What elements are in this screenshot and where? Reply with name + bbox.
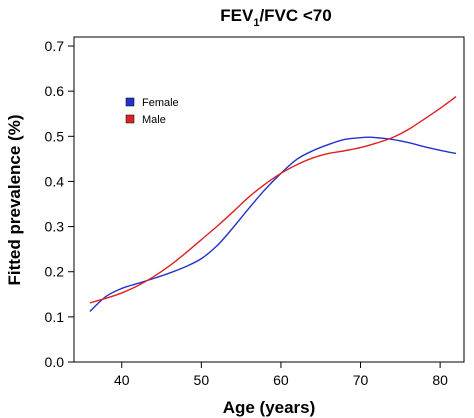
y-ticks: 0.0 0.1 0.2 0.3 0.4 0.5 0.6 0.7 — [45, 38, 74, 370]
plot-frame — [73, 36, 465, 363]
legend-swatch-female — [125, 97, 135, 107]
series-line-male — [89, 96, 457, 304]
x-tick-label: 40 — [114, 372, 130, 388]
chart-title-subscript: 1 — [253, 17, 259, 29]
y-tick-label: 0.2 — [45, 264, 65, 280]
legend: Female Male — [125, 97, 179, 126]
y-tick-label: 0.7 — [45, 38, 65, 54]
y-tick-label: 0.4 — [45, 173, 65, 189]
y-tick-label: 0.6 — [45, 83, 65, 99]
y-tick-label: 0.3 — [45, 219, 65, 235]
chart-title-prefix: FEV — [220, 6, 254, 25]
y-tick-label: 0.1 — [45, 309, 65, 325]
x-tick-label: 60 — [273, 372, 289, 388]
series-line-female — [89, 136, 457, 312]
x-axis-label: Age (years) — [223, 398, 316, 417]
legend-swatch-male — [125, 114, 135, 124]
x-tick-label: 70 — [353, 372, 369, 388]
chart-title-suffix: /FVC <70 — [259, 6, 331, 25]
chart-title: FEV1/FVC <70 — [220, 6, 331, 29]
legend-label-male: Male — [142, 114, 166, 126]
x-tick-label: 80 — [432, 372, 448, 388]
y-axis-label: Fitted prevalence (%) — [5, 115, 24, 286]
y-tick-label: 0.5 — [45, 128, 65, 144]
series-layer — [89, 96, 457, 312]
x-ticks: 40 50 60 70 80 — [114, 362, 448, 388]
legend-label-female: Female — [142, 97, 179, 109]
y-tick-label: 0.0 — [45, 354, 65, 370]
x-tick-label: 50 — [194, 372, 210, 388]
